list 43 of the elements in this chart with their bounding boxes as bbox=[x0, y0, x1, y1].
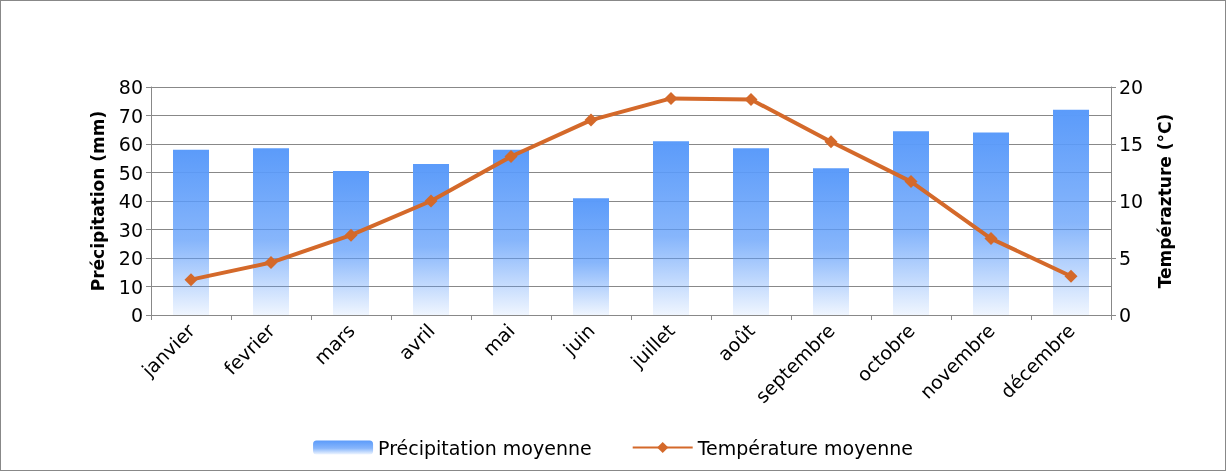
bar bbox=[253, 148, 289, 315]
bar bbox=[733, 148, 769, 315]
point bbox=[824, 135, 838, 149]
y-tick-label: 0 bbox=[130, 304, 143, 326]
point bbox=[744, 93, 758, 107]
bar bbox=[333, 171, 369, 315]
y2-tick-label: 15 bbox=[1119, 133, 1144, 155]
bar bbox=[813, 168, 849, 315]
y-tick-label: 50 bbox=[118, 161, 143, 184]
y2-tick-label: 20 bbox=[1119, 76, 1144, 98]
bar bbox=[573, 198, 609, 315]
point bbox=[664, 91, 678, 105]
point bbox=[344, 228, 358, 242]
x-tick-label: juin bbox=[558, 319, 599, 360]
point bbox=[424, 194, 438, 208]
y2-axis-title: Tempérazture (°C) bbox=[1154, 113, 1175, 289]
bar bbox=[653, 141, 689, 315]
y-tick-label: 60 bbox=[118, 133, 143, 155]
y-tick-label: 80 bbox=[118, 76, 143, 98]
point bbox=[904, 175, 918, 189]
y2-tick-label: 5 bbox=[1119, 247, 1132, 269]
point bbox=[184, 273, 198, 287]
bar bbox=[173, 149, 209, 315]
y-tick-label: 20 bbox=[118, 247, 143, 269]
y2-tick-label: 10 bbox=[1119, 190, 1144, 212]
point bbox=[984, 232, 998, 246]
y-tick-label: 10 bbox=[118, 275, 143, 298]
legend-label: Précipitation moyenne bbox=[378, 436, 592, 459]
y-tick-label: 70 bbox=[118, 104, 143, 127]
point bbox=[584, 113, 598, 127]
point bbox=[264, 256, 278, 270]
y2-tick-label: 0 bbox=[1119, 304, 1132, 326]
bar bbox=[493, 149, 529, 315]
bar bbox=[1053, 109, 1089, 315]
legend-label: Température moyenne bbox=[696, 436, 913, 459]
y-tick-label: 30 bbox=[118, 218, 143, 241]
y-axis-title: Précipitation (mm) bbox=[87, 110, 108, 292]
bar bbox=[893, 131, 929, 315]
bar bbox=[413, 163, 449, 315]
bar bbox=[973, 132, 1009, 315]
y-tick-label: 40 bbox=[118, 190, 143, 212]
point bbox=[1064, 269, 1078, 283]
point bbox=[504, 150, 518, 164]
